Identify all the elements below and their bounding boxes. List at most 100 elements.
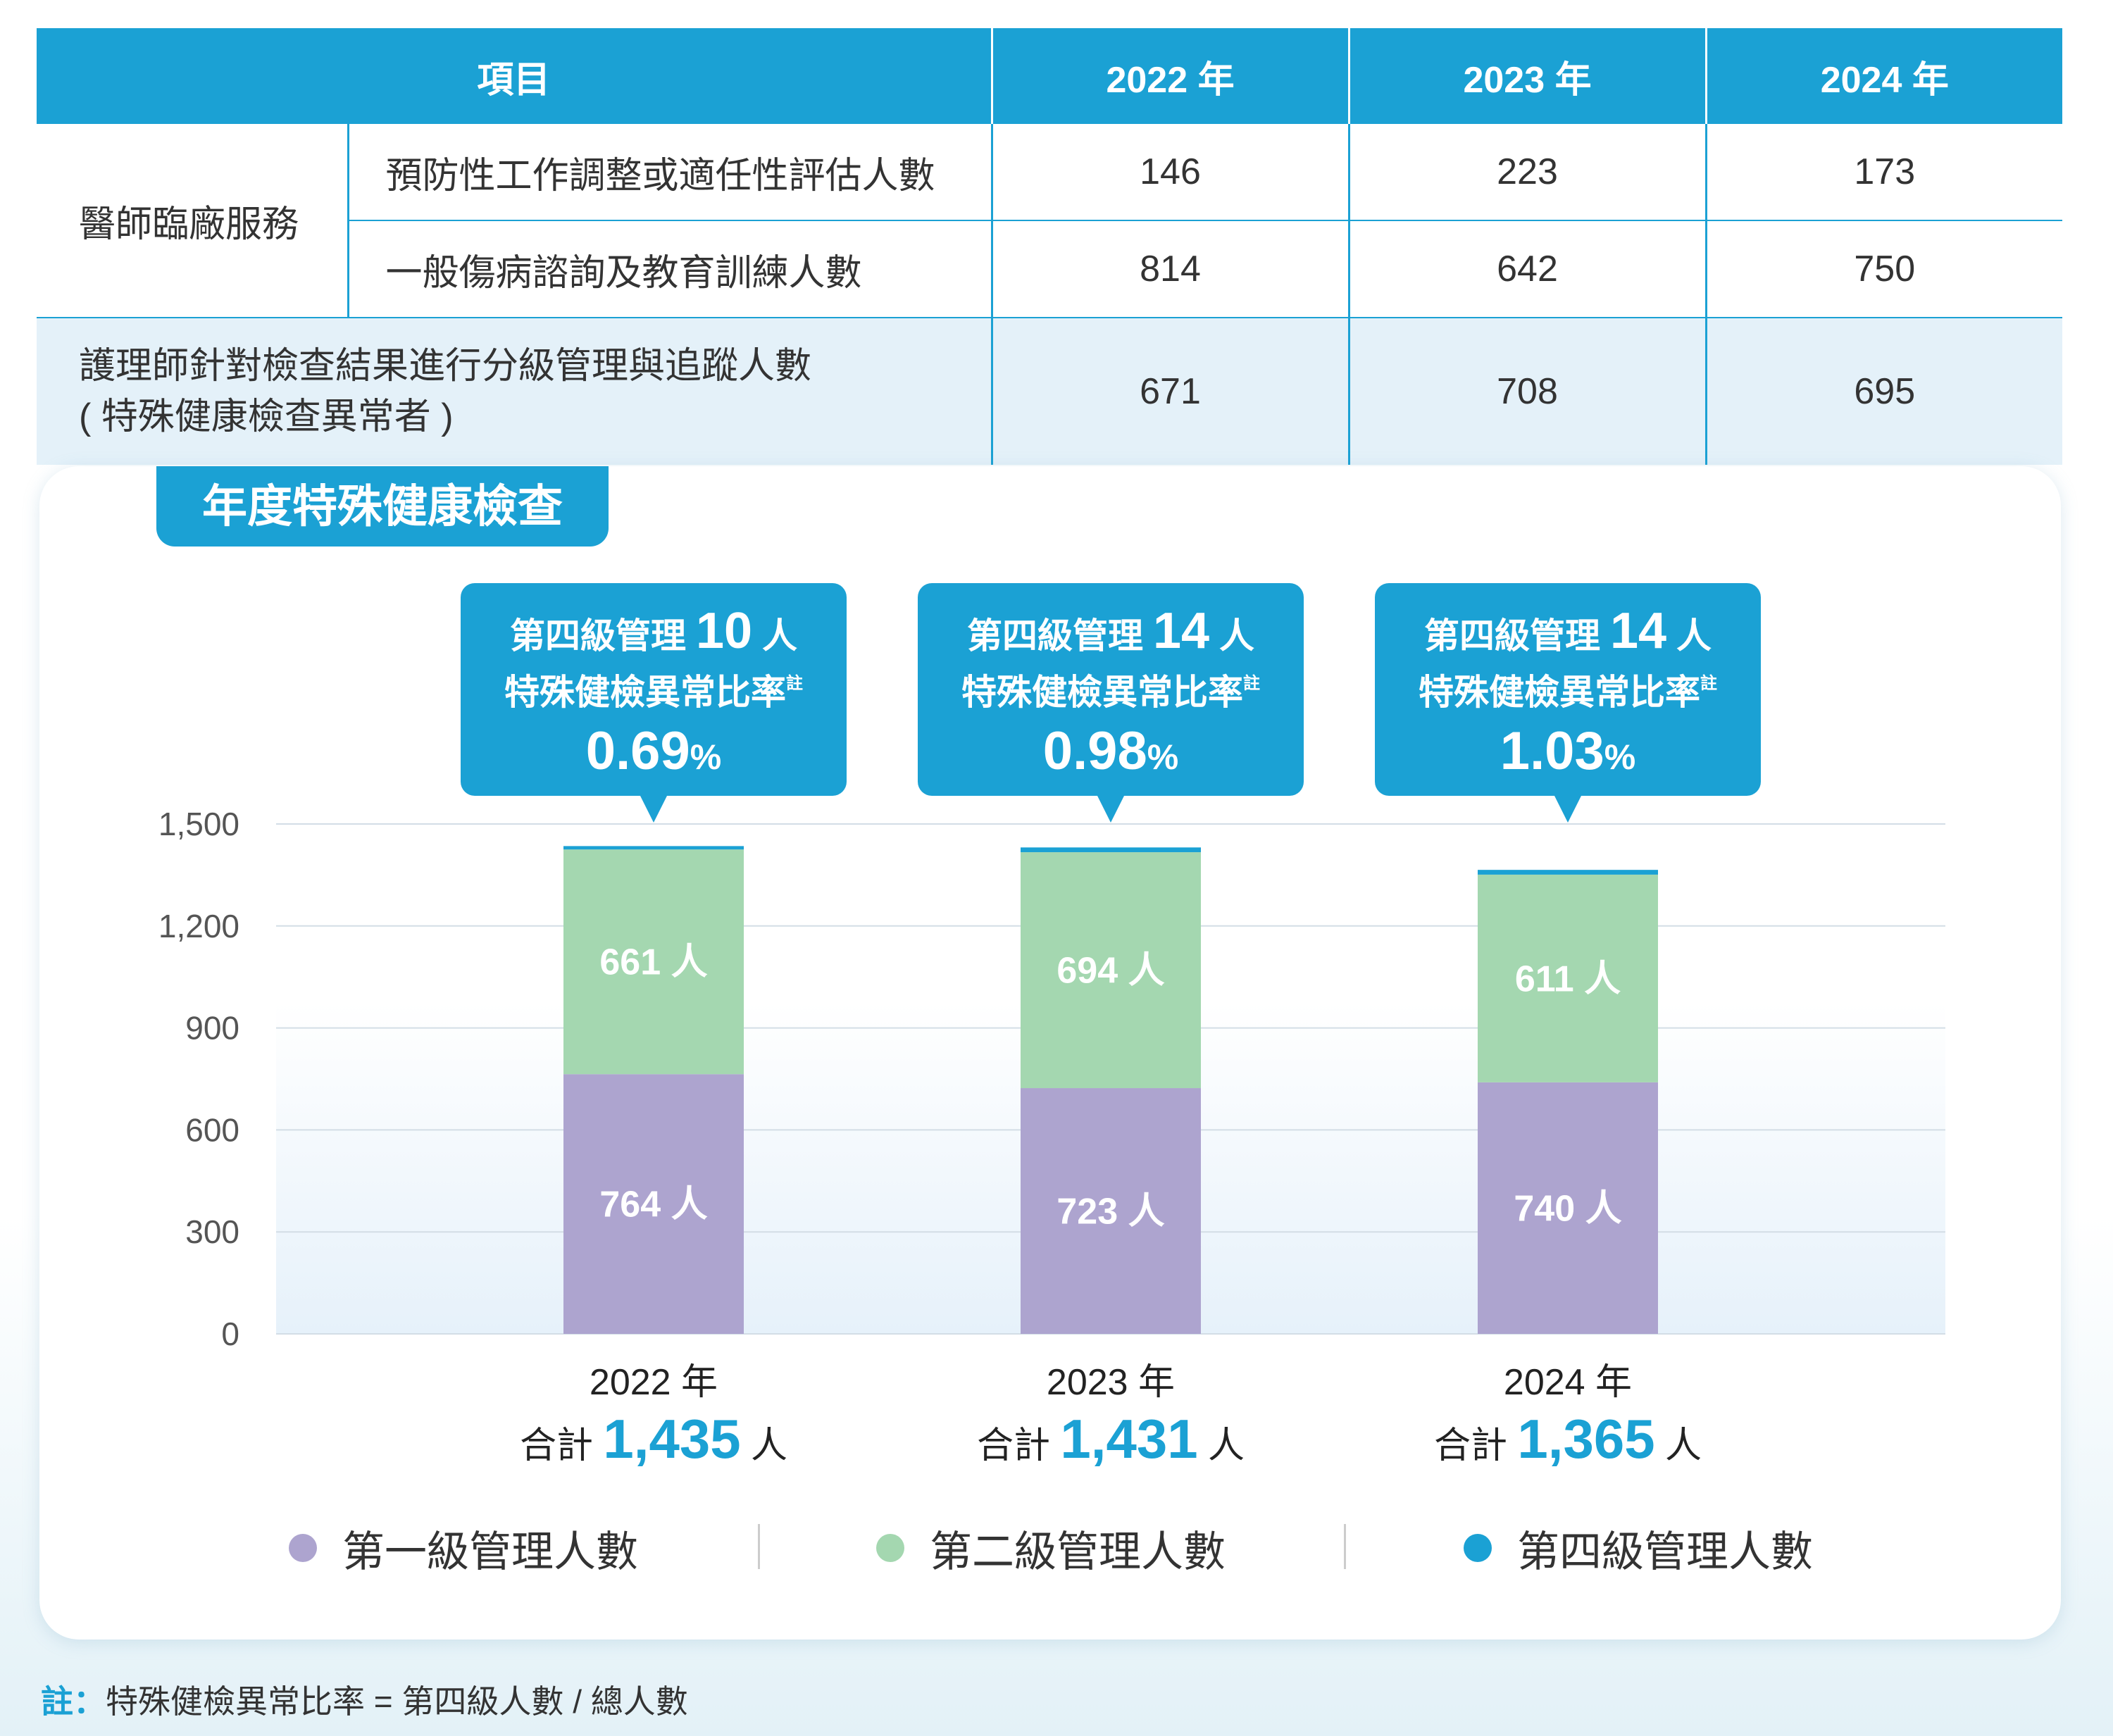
total-label: 合計 1,431 人	[977, 1408, 1245, 1470]
y-tick-label: 1,500	[158, 806, 239, 842]
callout-rate: 0.69	[586, 721, 690, 781]
nurse-label-line2: ( 特殊健康檢查異常者 )	[79, 396, 454, 437]
cell-value: 750	[1704, 220, 2063, 318]
legend-label: 第二級管理人數	[930, 1528, 1226, 1575]
bar-value-label: 611 人	[1515, 958, 1621, 999]
callout-rate: 0.98	[1043, 721, 1147, 781]
bar-segment-2	[563, 849, 744, 1075]
bar-value-label: 764 人	[599, 1185, 707, 1225]
table-row-nurse: 護理師針對檢查結果進行分級管理與追蹤人數 ( 特殊健康檢查異常者 ) 671 7…	[37, 317, 2063, 465]
callout-line3: 1.03%	[1500, 721, 1635, 781]
legend-label: 第一級管理人數	[342, 1528, 638, 1575]
legend-item-level2: 第二級管理人數	[876, 1520, 1226, 1576]
cell-value: 173	[1704, 124, 2063, 220]
bar-segment-1	[1021, 1088, 1201, 1334]
callout-note-mark: 註	[786, 673, 803, 693]
total-number: 1,365	[1517, 1408, 1654, 1470]
nurse-label-line1: 護理師針對檢查結果進行分級管理與追蹤人數	[79, 346, 812, 387]
callout-line3: 0.98%	[1043, 721, 1178, 781]
header-2022: 2022 年	[990, 28, 1350, 124]
legend-dot-icon	[876, 1534, 904, 1562]
callout-unit: 人	[1666, 616, 1712, 656]
row-label-nurse: 護理師針對檢查結果進行分級管理與追蹤人數 ( 特殊健康檢查異常者 )	[37, 317, 992, 465]
callout-line1: 第四級管理 14 人	[1424, 603, 1712, 659]
health-stats-table: 項目 2022 年 2023 年 2024 年 醫師臨廠服務 預防性工作調整或適…	[37, 28, 2063, 465]
callout-line2: 特殊健檢異常比率註	[1419, 673, 1717, 712]
total-label: 合計 1,435 人	[520, 1408, 787, 1470]
bar-value-label: 740 人	[1514, 1188, 1621, 1229]
chart-title: 年度特殊健康檢查	[156, 466, 609, 547]
x-category-label: 2022 年	[590, 1362, 718, 1403]
legend-dot-icon	[1464, 1534, 1492, 1562]
footnote-text: 特殊健檢異常比率 = 第四級人數 / 總人數	[106, 1683, 688, 1720]
callout-pointer	[640, 794, 668, 823]
bar-segment-3	[563, 846, 744, 850]
callout-line2: 特殊健檢異常比率註	[961, 673, 1260, 712]
callout-box	[461, 583, 847, 796]
table-row: 醫師臨廠服務 預防性工作調整或適任性評估人數 146 223 173	[37, 124, 2063, 245]
total-prefix: 合計	[977, 1425, 1060, 1466]
bar-value-label: 694 人	[1056, 951, 1164, 992]
y-tick-label: 900	[185, 1010, 239, 1047]
callout-count: 10	[696, 603, 752, 659]
legend-item-level4: 第四級管理人數	[1464, 1520, 1813, 1576]
row-label-preventive: 預防性工作調整或適任性評估人數	[347, 124, 992, 220]
callout-note-mark: 註	[1700, 673, 1717, 693]
callout-box	[1375, 583, 1761, 796]
callout-count: 14	[1153, 603, 1209, 659]
bar-segment-3	[1021, 847, 1201, 853]
cell-value: 708	[1347, 317, 1707, 465]
callout-rate: 1.03	[1500, 721, 1604, 781]
callout-unit: 人	[1209, 616, 1254, 656]
cell-value: 671	[990, 317, 1350, 465]
callout-pct: %	[1604, 737, 1635, 777]
legend-divider	[758, 1524, 760, 1569]
total-prefix: 合計	[520, 1425, 603, 1466]
chart-legend: 第一級管理人數 第二級管理人數 第四級管理人數	[0, 1520, 2113, 1576]
footnote-tag: 註：	[41, 1683, 106, 1720]
table-header-row: 項目 2022 年 2023 年 2024 年	[37, 28, 2063, 124]
y-tick-label: 300	[185, 1213, 239, 1250]
callout-pct: %	[1147, 737, 1178, 777]
cell-value: 695	[1704, 317, 2063, 465]
cell-value: 814	[990, 220, 1350, 318]
bar-segment-2	[1478, 874, 1658, 1082]
bar-segment-2	[1021, 852, 1201, 1089]
x-category-label: 2023 年	[1047, 1362, 1175, 1403]
callout-line3: 0.69%	[586, 721, 721, 781]
bar-value-label: 661 人	[599, 942, 707, 983]
bar-segment-1	[1478, 1082, 1658, 1334]
cell-value: 642	[1347, 220, 1707, 318]
y-tick-label: 0	[221, 1316, 239, 1352]
header-2024: 2024 年	[1704, 28, 2063, 124]
callout-rate-label: 特殊健檢異常比率	[961, 673, 1243, 712]
callout-count: 14	[1610, 603, 1666, 659]
total-label: 合計 1,365 人	[1434, 1408, 1702, 1470]
table-row: 一般傷病諮詢及教育訓練人數 814 642 750	[37, 220, 2063, 318]
callout-prefix: 第四級管理	[967, 616, 1153, 656]
callout-line1: 第四級管理 10 人	[510, 603, 797, 659]
total-unit: 人	[1198, 1425, 1245, 1466]
callout-rate-label: 特殊健檢異常比率	[504, 673, 786, 712]
callout-pointer	[1554, 794, 1582, 823]
cell-value: 146	[990, 124, 1350, 220]
callout-line2: 特殊健檢異常比率註	[504, 673, 803, 712]
callout-pointer	[1097, 794, 1125, 823]
x-category-label: 2024 年	[1504, 1362, 1632, 1403]
total-number: 1,435	[603, 1408, 740, 1470]
bar-segment-1	[563, 1074, 744, 1334]
total-unit: 人	[741, 1425, 787, 1466]
bar-value-label: 723 人	[1056, 1192, 1164, 1232]
legend-divider	[1344, 1524, 1346, 1569]
bar-segment-3	[1478, 870, 1658, 875]
y-tick-label: 1,200	[158, 908, 239, 944]
cell-value: 223	[1347, 124, 1707, 220]
total-prefix: 合計	[1434, 1425, 1517, 1466]
callout-unit: 人	[752, 616, 797, 656]
legend-item-level1: 第一級管理人數	[289, 1520, 638, 1576]
row-label-consultation: 一般傷病諮詢及教育訓練人數	[347, 220, 992, 318]
callout-box	[918, 583, 1304, 796]
legend-dot-icon	[289, 1534, 317, 1562]
callout-line1: 第四級管理 14 人	[967, 603, 1254, 659]
